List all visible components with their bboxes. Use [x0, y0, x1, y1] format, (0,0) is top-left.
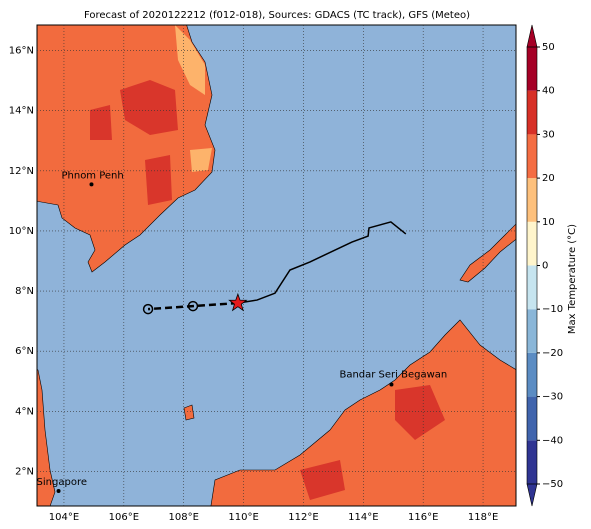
forecast-point	[187, 300, 199, 312]
map-frame	[36, 24, 517, 507]
colorbar-tick-label: −20	[542, 348, 563, 359]
city-marker	[56, 488, 61, 493]
colorbar-bin	[527, 90, 537, 135]
colorbar-extend	[526, 24, 538, 48]
y-tick-label: 10°N	[9, 226, 34, 237]
colorbar-tick-label: 0	[542, 261, 548, 272]
colorbar-tick-label: 30	[542, 129, 555, 140]
colorbar-bin	[527, 47, 537, 91]
city-label: Phnom Penh	[61, 170, 123, 181]
city-label: Singapore	[37, 477, 87, 488]
x-tick-label: 118°E	[468, 512, 498, 523]
x-tick-label: 116°E	[408, 512, 438, 523]
colorbar-bin	[527, 396, 537, 441]
colorbar-bin	[527, 221, 537, 266]
y-tick-label: 6°N	[15, 346, 34, 357]
x-tick-label: 108°E	[168, 512, 198, 523]
x-tick-label: 114°E	[348, 512, 378, 523]
colorbar-tick-label: −40	[542, 435, 563, 446]
forecast-point	[142, 303, 154, 315]
colorbar-bin	[527, 440, 537, 484]
x-tick-label: 106°E	[109, 512, 139, 523]
y-tick-label: 8°N	[15, 286, 34, 297]
colorbar-bin	[527, 178, 537, 222]
y-tick-label: 2°N	[15, 466, 34, 477]
y-tick-label: 16°N	[9, 46, 34, 57]
past-track	[237, 221, 407, 304]
colorbar-bin	[527, 309, 537, 353]
chart-title: Forecast of 2020122212 (f012-018), Sourc…	[84, 10, 470, 21]
city-label: Bandar Seri Begawan	[339, 370, 447, 381]
colorbar-extend	[526, 483, 538, 507]
colorbar-label: Max Temperature (°C)	[567, 224, 578, 334]
forecast-track	[147, 301, 238, 311]
y-tick-label: 12°N	[9, 166, 34, 177]
city-marker	[389, 382, 394, 387]
y-tick-label: 4°N	[15, 406, 34, 417]
colorbar-tick-label: −30	[542, 392, 563, 403]
x-tick-label: 110°E	[228, 512, 258, 523]
colorbar-tick-label: 20	[542, 173, 555, 184]
colorbar-tick-label: −10	[542, 304, 563, 315]
colorbar-tick-label: 50	[542, 42, 555, 53]
x-tick-label: 104°E	[49, 512, 79, 523]
colorbar-tick-label: 10	[542, 217, 555, 228]
colorbar-bin	[527, 134, 537, 179]
x-tick-label: 112°E	[288, 512, 318, 523]
current-position	[228, 292, 248, 312]
city-marker	[89, 182, 94, 187]
colorbar-bin	[527, 265, 537, 310]
colorbar-tick-label: 40	[542, 86, 555, 97]
colorbar-tick-label: −50	[542, 479, 563, 490]
colorbar-bin	[527, 352, 537, 397]
y-tick-label: 14°N	[9, 106, 34, 117]
